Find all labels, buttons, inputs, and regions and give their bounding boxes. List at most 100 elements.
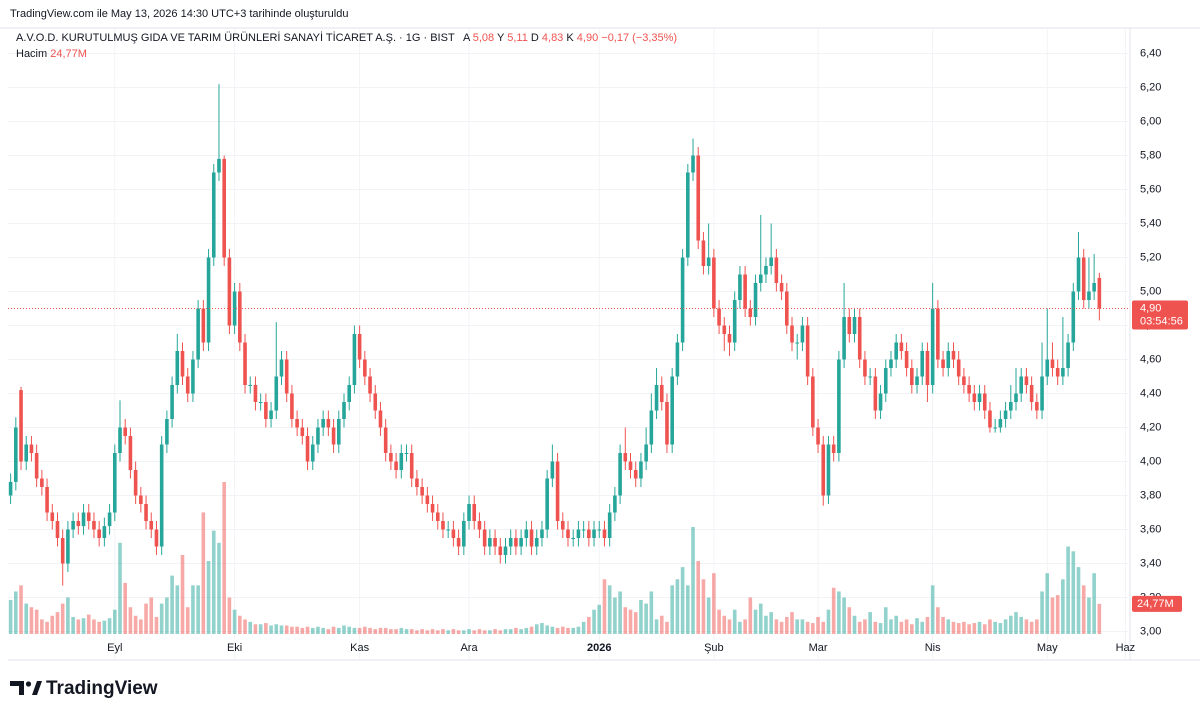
volume-bar xyxy=(941,616,945,634)
volume-bar xyxy=(8,599,13,634)
volume-bar xyxy=(76,619,81,634)
candle-body xyxy=(889,359,893,368)
candle-body xyxy=(248,385,253,386)
candle-body xyxy=(232,291,237,326)
volume-bar xyxy=(821,621,826,634)
legend-key: D xyxy=(531,32,539,44)
volume-bar xyxy=(352,627,357,634)
candle-body xyxy=(139,495,143,504)
candle-body xyxy=(628,461,633,470)
candle-body xyxy=(128,436,133,470)
candle-body xyxy=(560,521,565,530)
volume-bar xyxy=(644,603,648,634)
candle-body xyxy=(112,453,117,513)
volume-bar xyxy=(133,615,138,634)
volume-bar xyxy=(566,627,570,634)
volume-bar xyxy=(607,585,612,634)
candle-body xyxy=(316,427,320,445)
candle-body xyxy=(404,453,409,454)
legend: A.V.O.D. KURUTULMUŞ GIDA VE TARIM ÜRÜNLE… xyxy=(16,31,677,60)
candle-body xyxy=(368,376,372,394)
volume-bar xyxy=(920,621,925,634)
x-tick-label: Mar xyxy=(809,642,828,654)
y-tick-label: 4,00 xyxy=(1140,455,1161,467)
candle-body xyxy=(222,158,226,258)
legend-symbol: A.V.O.D. KURUTULMUŞ GIDA VE TARIM ÜRÜNLE… xyxy=(16,31,455,44)
candle-body xyxy=(878,393,883,411)
volume-bar xyxy=(628,609,633,634)
candle-body xyxy=(956,359,961,377)
y-tick-label: 4,40 xyxy=(1140,387,1161,399)
candle-body xyxy=(165,419,169,445)
candle-body xyxy=(1019,376,1024,394)
candle-body xyxy=(540,529,544,538)
y-tick-label: 6,00 xyxy=(1140,115,1161,127)
volume-bar xyxy=(597,604,602,634)
candle-body xyxy=(644,444,648,462)
candle-body xyxy=(107,512,112,527)
candle-body xyxy=(623,453,628,462)
volume-bar xyxy=(211,530,216,634)
candle-body xyxy=(524,529,529,538)
legend-value: 4,83 xyxy=(542,32,563,44)
candle-body xyxy=(227,257,232,326)
candle-body xyxy=(383,427,388,453)
candle-body xyxy=(993,427,997,429)
candle-body xyxy=(587,529,591,538)
candle-body xyxy=(566,529,570,538)
volume-bar xyxy=(238,615,242,634)
candle-body xyxy=(576,529,581,538)
candle-body xyxy=(920,351,925,377)
volume-bar xyxy=(998,623,1003,634)
last-volume-box xyxy=(1132,595,1182,612)
candle-body xyxy=(305,436,310,462)
volume-bar xyxy=(665,621,669,634)
volume-bar xyxy=(222,482,226,634)
candle-body xyxy=(962,376,966,385)
volume-bar xyxy=(112,609,117,634)
volume-bar xyxy=(873,621,878,634)
candle-body xyxy=(86,512,91,521)
candle-body xyxy=(998,419,1003,428)
volume-bar xyxy=(321,627,325,634)
candle-body xyxy=(19,390,23,462)
candle-body xyxy=(1024,376,1029,385)
candle-body xyxy=(201,308,206,343)
volume-bar xyxy=(894,615,898,634)
candle-body xyxy=(639,461,643,479)
volume-bar xyxy=(404,629,409,634)
volume-bar xyxy=(758,603,763,634)
x-tick-label: Eki xyxy=(227,642,242,654)
x-tick-label: Şub xyxy=(704,642,724,654)
volume-bar xyxy=(227,597,232,634)
volume-bar xyxy=(441,629,445,634)
candle-layer xyxy=(8,84,1102,586)
candle-body xyxy=(925,351,930,385)
candle-body xyxy=(1029,385,1034,402)
candle-body xyxy=(1050,359,1055,368)
logo-dot xyxy=(25,681,32,687)
candle-body xyxy=(253,385,258,402)
candle-body xyxy=(284,359,289,394)
candle-body xyxy=(456,538,461,547)
volume-bar xyxy=(508,629,513,634)
volume-bar xyxy=(878,623,883,634)
y-tick-label: 3,40 xyxy=(1140,557,1161,569)
candle-body xyxy=(331,427,336,445)
grid: 3,003,203,403,603,804,004,204,404,604,80… xyxy=(8,28,1161,660)
volume-bar xyxy=(118,542,122,634)
volume-bar xyxy=(800,619,805,634)
volume-bar xyxy=(488,630,492,634)
candle-body xyxy=(607,512,612,538)
volume-bar xyxy=(144,603,148,634)
candle-body xyxy=(915,376,919,385)
candle-body xyxy=(258,402,263,403)
legend-value: 4,90 xyxy=(577,32,598,44)
candle-body xyxy=(60,538,65,564)
volume-bar xyxy=(55,612,60,634)
candle-body xyxy=(389,453,393,462)
candle-body xyxy=(1045,359,1050,377)
volume-bar xyxy=(696,561,701,634)
candle-body xyxy=(821,444,826,496)
